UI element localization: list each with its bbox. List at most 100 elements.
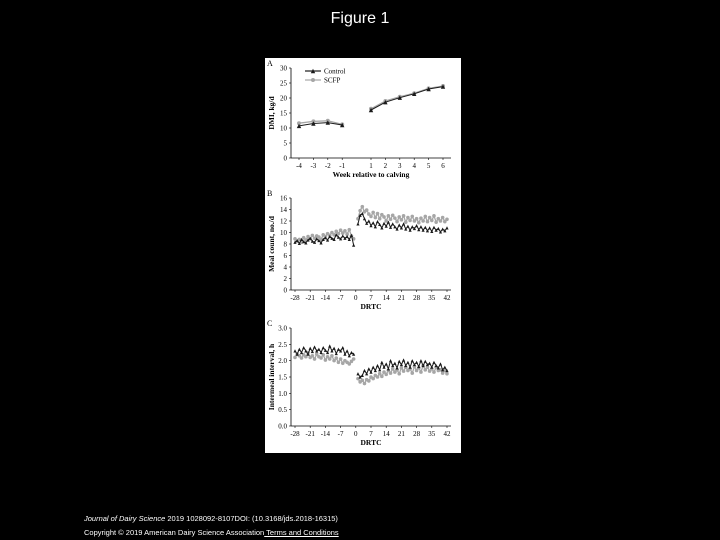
panel-c-scfp-point [312, 357, 317, 361]
panel-c-control-point [384, 362, 388, 366]
panel-c-scfp-point [410, 371, 415, 375]
panel-b-control-point [415, 224, 419, 228]
panel-b-y-tick-label: 6 [284, 252, 288, 260]
panel-b-control-point [336, 235, 341, 239]
panel-b-control-point [425, 229, 430, 233]
panel-b-control-point [323, 236, 327, 240]
panel-c-control-point [336, 347, 341, 351]
panel-c-control-point [356, 372, 360, 376]
panel-b-control-point [334, 233, 338, 237]
panel-a-control-line [298, 122, 343, 127]
panel-c-control-point [319, 350, 323, 355]
panel-b-control-point [378, 222, 382, 227]
panel-b-scfp-point [367, 212, 371, 216]
panel-b-control-point [362, 217, 367, 221]
panel-c-control-point [401, 358, 406, 362]
panel-c-scfp-point [445, 371, 449, 376]
panel-c-x-tick-label: -28 [290, 430, 300, 438]
panel-c-control-point [423, 359, 427, 363]
panel-c-scfp-point [380, 374, 384, 379]
panel-b-scfp-point [425, 219, 430, 224]
panel-a-x-tick-label: 1 [369, 162, 373, 170]
panel-c-control-point [373, 368, 377, 373]
panel-c-control-point [321, 346, 325, 350]
panel-c-scfp-point [419, 370, 423, 374]
panel-b-scfp-point [330, 230, 334, 235]
panel-b-scfp-point [416, 220, 421, 225]
panel-b-scfp-point [384, 219, 388, 223]
legend-control-label: Control [324, 68, 345, 76]
panel-b-control-point [375, 219, 380, 224]
panel-b-control-point [293, 240, 297, 244]
panel-c-control-point [408, 365, 412, 369]
panel-b-scfp-point [310, 233, 315, 238]
panel-b-control-point [315, 237, 319, 241]
panel-b-y-tick-label: 14 [280, 206, 288, 214]
panel-b-control-point [428, 226, 432, 230]
panel-c-scfp-point [371, 376, 375, 381]
panel-a-x-tick-label: -4 [296, 162, 302, 170]
panel-c-scfp-point [293, 355, 297, 360]
panel-b-x-tick-label: 14 [383, 294, 391, 302]
panel-b-scfp-point [301, 235, 306, 240]
panel-b-control-point [436, 226, 440, 231]
panel-b-letter: B [267, 189, 272, 198]
panel-b-scfp-point [373, 215, 378, 220]
panel-c-scfp-point [425, 365, 430, 370]
panel-c-y-tick-label: 2.5 [278, 341, 287, 349]
panel-c-scfp-point [377, 371, 382, 376]
panel-c-scfp-point [304, 354, 308, 359]
panel-c-control-point [365, 372, 369, 376]
panel-b-scfp-point [408, 218, 412, 223]
panel-b-scfp-point [414, 216, 419, 221]
panel-b-control-point [438, 230, 443, 234]
panel-b-scfp-point [340, 231, 345, 235]
panel-b-scfp-point [293, 237, 297, 241]
panel-c-x-tick-label: -14 [321, 430, 331, 438]
panel-c-scfp-point [375, 375, 380, 379]
panel-c-scfp-point [310, 353, 315, 358]
panel-b-scfp-point [445, 217, 449, 222]
legend-control-marker [310, 68, 316, 74]
panel-a-letter: A [267, 59, 273, 68]
panel-c-control-point [308, 346, 312, 350]
panel-c-scfp-point [440, 371, 445, 375]
panel-c-scfp-point [330, 353, 334, 358]
panel-b-control-point [380, 226, 384, 230]
panel-a-x-tick-label: 6 [441, 162, 445, 170]
panel-c-scfp-point [362, 381, 367, 386]
panel-c-control-point [378, 368, 382, 372]
panel-b-x-axis-label: DRTC [361, 302, 382, 311]
panel-c-control-point [362, 368, 367, 373]
panel-b-control-point [421, 228, 425, 232]
panel-c-control-point [367, 367, 371, 371]
panel-c-scfp-point [297, 353, 302, 358]
panel-c-y-tick-label: 3.0 [278, 325, 287, 333]
panel-b-x-tick-label: -28 [290, 294, 300, 302]
panel-b-control-point [358, 213, 362, 217]
panel-c-control-point [399, 362, 403, 367]
terms-link[interactable]: Terms and Conditions [264, 528, 339, 537]
panel-b-control-point [319, 241, 323, 245]
panel-b-x-tick-label: 0 [354, 294, 358, 302]
panel-b-control-point [302, 240, 306, 244]
panel-b-scfp-point [364, 208, 369, 212]
panel-b-scfp-point [421, 219, 425, 223]
citation-details: 2019 1028092-8107DOI: (10.3168/jds.2018-… [165, 514, 338, 523]
panel-b-scfp-point [432, 214, 436, 218]
panel-a-y-tick-label: 10 [280, 125, 288, 133]
panel-b-control-point [349, 233, 354, 237]
panel-a-scfp-line [370, 85, 444, 110]
panel-c-x-tick-label: 21 [398, 430, 406, 438]
panel-a-y-tick-label: 20 [280, 95, 288, 103]
panel-c-control-point [334, 351, 338, 356]
panel-c-control-point [380, 360, 384, 364]
panel-c-control-point [445, 368, 449, 373]
panel-b-y-tick-label: 8 [284, 241, 288, 249]
panel-b-scfp-point [403, 220, 408, 224]
panel-c-scfp-point [340, 361, 345, 366]
panel-b-scfp-point [375, 211, 380, 216]
panel-b-scfp-point [312, 236, 317, 241]
panel-b-control-point [369, 224, 373, 228]
